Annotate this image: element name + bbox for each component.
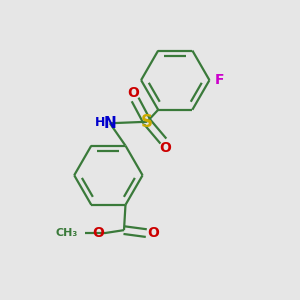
Text: CH₃: CH₃ [56, 228, 78, 239]
Text: F: F [215, 73, 224, 87]
Text: N: N [103, 116, 116, 131]
Text: O: O [159, 141, 171, 154]
Text: S: S [141, 113, 153, 131]
Text: O: O [147, 226, 159, 240]
Text: O: O [92, 226, 104, 240]
Text: O: O [128, 86, 140, 100]
Text: H: H [95, 116, 106, 129]
